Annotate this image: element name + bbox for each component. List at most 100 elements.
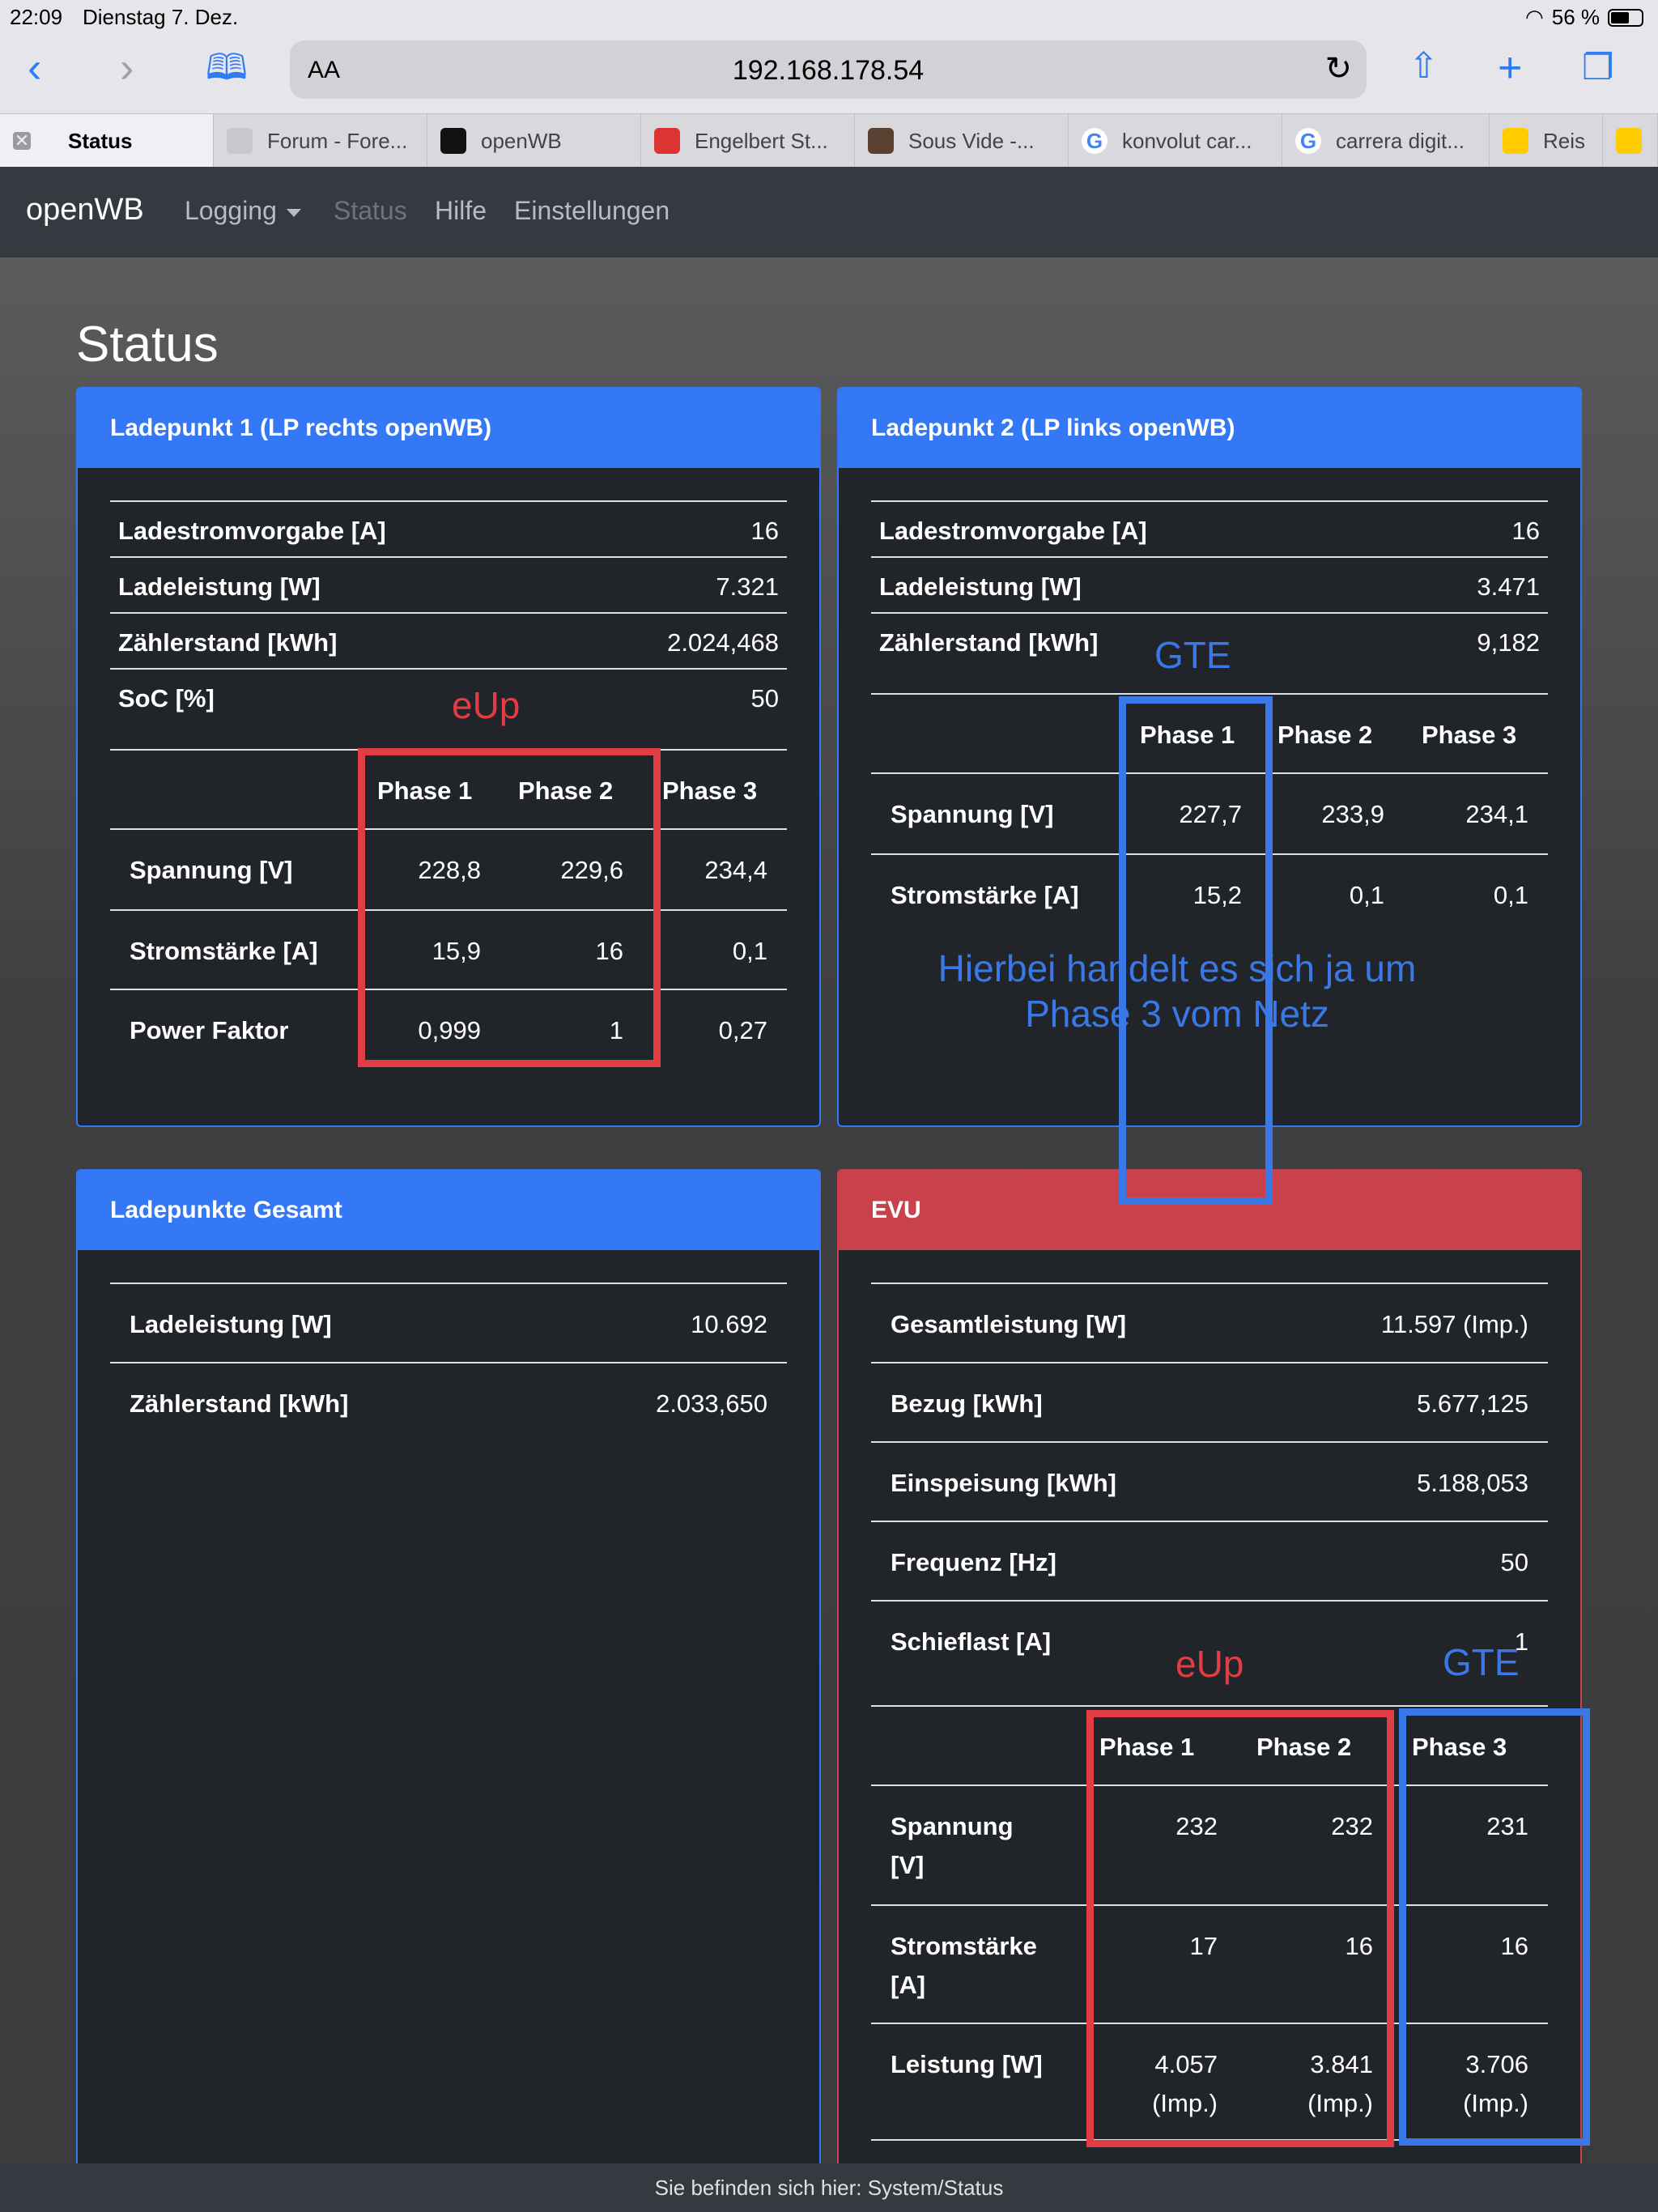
phase-value: 16	[1345, 1932, 1373, 1960]
phase-value: 0,1	[1493, 881, 1528, 909]
engelbert-favicon-icon	[654, 128, 680, 154]
card-header: Ladepunkte Gesamt	[78, 1171, 819, 1250]
row-label: Leistung [W]	[891, 2050, 1043, 2078]
table-row: Stromstärke [A] 15,9 16 0,1	[110, 909, 787, 989]
reload-icon[interactable]: ↻	[1324, 51, 1352, 87]
table-row: Ladeleistung [W] 10.692	[110, 1283, 787, 1362]
evu-table: Gesamtleistung [W] 11.597 (Imp.) Bezug […	[871, 1283, 1548, 2141]
annotation-gte-evu: GTE	[1443, 1641, 1520, 1683]
phase-value: 227,7	[1179, 800, 1242, 828]
table-row: Einspeisung [kWh] 5.188,053	[871, 1441, 1548, 1521]
browser-toolbar: ‹ › 🕮 AA 192.168.178.54 ↻ ⇧ + ❐	[0, 32, 1658, 113]
bookmarks-icon[interactable]: 🕮	[206, 48, 248, 87]
table-row: Zählerstand [kWh] 2.033,650	[110, 1362, 787, 1441]
forward-icon[interactable]: ›	[120, 45, 134, 91]
tab-status[interactable]: ✕ Status	[0, 114, 214, 168]
tab-openwb[interactable]: openWB	[427, 114, 641, 168]
row-label: Bezug [kWh]	[891, 1389, 1043, 1418]
app-navbar: openWB Logging Status Hilfe Einstellunge…	[0, 167, 1658, 257]
row-value: 50	[750, 684, 779, 713]
nav-einstellungen[interactable]: Einstellungen	[514, 196, 670, 225]
table-row: Schieflast [A] 1	[871, 1600, 1548, 1705]
phase-header: Phase 1	[1099, 1733, 1195, 1761]
phase-value: 0,1	[732, 937, 767, 965]
nav-status[interactable]: Status	[334, 196, 407, 225]
phase-header: Phase 3	[1422, 721, 1517, 749]
row-value: 9,182	[1477, 628, 1540, 657]
nav-hilfe[interactable]: Hilfe	[435, 196, 487, 225]
phase-value: 15,9	[432, 937, 481, 965]
table-row: Power Faktor 0,999 1 0,27	[110, 989, 787, 1068]
table-row: Ladestromvorgabe [A] 16	[110, 500, 787, 556]
table-row: Stromstärke [A] 15,2 0,1 0,1	[871, 853, 1548, 933]
card-evu: EVU Gesamtleistung [W] 11.597 (Imp.) Bez…	[837, 1169, 1582, 2189]
phase-value: 3.706	[1465, 2050, 1528, 2078]
phase-value-note: (Imp.)	[1152, 2089, 1218, 2117]
tab-engelbert[interactable]: Engelbert St...	[641, 114, 855, 168]
share-icon[interactable]: ⇧	[1409, 46, 1439, 86]
tab-carrera[interactable]: G carrera digit...	[1282, 114, 1490, 168]
tab-label: Status	[68, 128, 133, 153]
row-label: Frequenz [Hz]	[891, 1548, 1056, 1576]
phase-value: 15,2	[1192, 881, 1242, 909]
back-icon[interactable]: ‹	[28, 45, 42, 91]
row-value: 11.597 (Imp.)	[1380, 1310, 1528, 1338]
phase-value: 231	[1486, 1812, 1528, 1840]
battery-icon	[1608, 8, 1643, 27]
tab-label: Sous Vide -...	[908, 128, 1035, 153]
tab-forum[interactable]: Forum - Fore...	[214, 114, 427, 168]
clock: 22:09	[10, 5, 63, 29]
tab-konvolut[interactable]: G konvolut car...	[1069, 114, 1282, 168]
annotation-note-line: Phase 3 vom Netz	[1025, 993, 1329, 1035]
row-label: Stromstärke [A]	[891, 881, 1079, 909]
tab-adac-2[interactable]	[1603, 114, 1658, 168]
phase-value: 0,999	[418, 1016, 481, 1044]
row-label: Zählerstand [kWh]	[118, 628, 338, 657]
page-title: Status	[76, 317, 219, 372]
brand-logo[interactable]: openWB	[26, 193, 144, 227]
tab-adac[interactable]: Reis	[1490, 114, 1603, 168]
table-row: Ladeleistung [W] 3.471	[871, 556, 1548, 612]
ios-status-bar: 22:09 Dienstag 7. Dez. ◠ 56 %	[0, 0, 1658, 32]
row-value: 16	[750, 517, 779, 545]
close-tab-icon[interactable]: ✕	[13, 130, 31, 151]
card-header: Ladepunkt 2 (LP links openWB)	[839, 389, 1580, 468]
row-label: Ladeleistung [W]	[118, 572, 321, 601]
row-value: 7.321	[716, 572, 779, 601]
row-label: Spannung [V]	[891, 800, 1054, 828]
table-row: Bezug [kWh] 5.677,125	[871, 1362, 1548, 1441]
phase-value: 0,27	[718, 1016, 767, 1044]
annotation-box-blue-lp2	[1119, 696, 1273, 1205]
nav-logging-label: Logging	[185, 196, 277, 225]
tabs-overview-icon[interactable]: ❐	[1582, 48, 1614, 87]
row-label: Ladestromvorgabe [A]	[118, 517, 386, 545]
tab-sousvide[interactable]: Sous Vide -...	[855, 114, 1069, 168]
address-bar[interactable]: AA 192.168.178.54 ↻	[290, 40, 1367, 99]
main-content: Status Ladepunkt 1 (LP rechts openWB) La…	[0, 257, 1658, 2189]
date: Dienstag 7. Dez.	[83, 5, 239, 29]
table-row: Spannung [V] 232 232 231	[871, 1786, 1548, 1904]
phase-value: 1	[609, 1016, 623, 1044]
url-text[interactable]: 192.168.178.54	[732, 55, 925, 86]
phase-header: Phase 1	[1140, 721, 1235, 749]
lp2-summary-table: Ladestromvorgabe [A] 16 Ladeleistung [W]…	[871, 500, 1548, 933]
phase-value: 234,4	[704, 856, 767, 884]
new-tab-icon[interactable]: +	[1498, 45, 1523, 91]
phase-value-note: (Imp.)	[1307, 2089, 1373, 2117]
phase-value: 16	[1500, 1932, 1528, 1960]
row-label: Schieflast [A]	[891, 1627, 1052, 1656]
annotation-eup-lp1: eUp	[452, 684, 521, 726]
tab-label: konvolut car...	[1122, 128, 1252, 153]
table-row: Ladeleistung [W] 7.321	[110, 556, 787, 612]
annotation-note: Hierbei handelt es sich ja um Phase 3 vo…	[878, 946, 1477, 1036]
annotation-note-line: Hierbei handelt es sich ja um	[937, 947, 1417, 989]
battery-level: 56 %	[1551, 5, 1600, 29]
text-size-button[interactable]: AA	[308, 57, 341, 83]
phase-value: 0,1	[1349, 881, 1384, 909]
phase-value: 16	[595, 937, 623, 965]
sousvide-favicon-icon	[868, 128, 894, 154]
row-value: 2.033,650	[656, 1389, 767, 1418]
row-label-unit: [A]	[891, 1971, 926, 1999]
phase-header-row: Phase 1 Phase 2 Phase 3	[871, 693, 1548, 774]
nav-logging[interactable]: Logging	[185, 196, 301, 226]
